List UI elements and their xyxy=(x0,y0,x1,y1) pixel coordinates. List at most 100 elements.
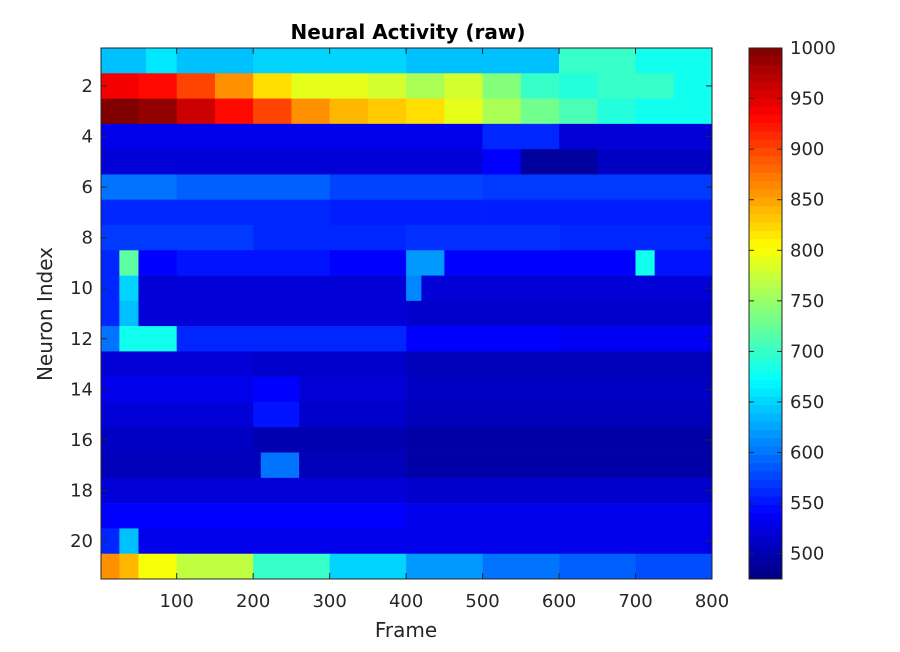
colorbar-segment xyxy=(749,537,782,547)
colorbar-tick-label: 550 xyxy=(790,493,824,514)
colorbar-segment xyxy=(749,56,782,65)
heatmap-cell xyxy=(299,402,407,428)
heatmap-cell xyxy=(299,376,407,403)
heatmap-cell xyxy=(176,553,254,580)
colorbar-tick-label: 850 xyxy=(790,190,824,211)
heatmap-cell xyxy=(635,48,713,74)
colorbar-tick-label: 900 xyxy=(790,139,824,160)
heatmap-cell xyxy=(176,326,407,352)
colorbar-segment xyxy=(749,504,782,514)
colorbar-segment xyxy=(749,379,782,389)
heatmap-cell xyxy=(406,326,560,352)
heatmap-cell xyxy=(101,48,147,74)
colorbar-segment xyxy=(749,404,782,414)
colorbar-segment xyxy=(749,106,782,115)
heatmap-cell xyxy=(101,250,120,276)
heatmap-cell xyxy=(260,452,300,479)
heatmap-cell xyxy=(635,73,675,99)
colorbar-segment xyxy=(749,354,782,364)
heatmap-cell xyxy=(138,98,178,125)
heatmap-cells xyxy=(101,48,713,580)
colorbar-segment xyxy=(749,363,782,372)
heatmap-cell xyxy=(444,98,483,125)
heatmap-cell xyxy=(406,477,713,504)
heatmap-cell xyxy=(253,225,407,251)
colorbar-segment xyxy=(749,570,782,580)
colorbar-segment xyxy=(749,288,782,298)
heatmap-cell xyxy=(482,199,713,226)
heatmap-cell xyxy=(559,98,598,125)
colorbar-segment xyxy=(749,388,782,397)
heatmap-cell xyxy=(176,250,330,276)
heatmap-cell xyxy=(101,553,120,580)
heatmap-cell xyxy=(119,275,139,302)
heatmap-cell xyxy=(559,48,636,74)
y-tick-label: 10 xyxy=(70,278,93,299)
colorbar-segment xyxy=(749,371,782,381)
colorbar-tick-label: 650 xyxy=(790,392,824,413)
heatmap-cell xyxy=(635,250,655,276)
heatmap-cell xyxy=(406,225,560,251)
heatmap-cell xyxy=(406,351,713,378)
colorbar-segment xyxy=(749,296,782,306)
colorbar-segment xyxy=(749,139,782,148)
colorbar-tick-label: 950 xyxy=(790,89,824,110)
heatmap-cell xyxy=(406,73,445,99)
colorbar-segment xyxy=(749,48,782,57)
colorbar-segment xyxy=(749,313,782,323)
y-tick-label: 12 xyxy=(70,329,93,350)
colorbar-segment xyxy=(749,529,782,538)
colorbar-tick-label: 600 xyxy=(790,443,824,464)
heatmap-cell xyxy=(482,73,522,99)
colorbar-segment xyxy=(749,172,782,182)
x-tick-label: 800 xyxy=(695,591,729,612)
colorbar-segment xyxy=(749,280,782,290)
heatmap-cell xyxy=(138,275,407,302)
heatmap-cell xyxy=(406,402,713,428)
heatmap-cell xyxy=(253,402,300,428)
colorbar-segment xyxy=(749,479,782,489)
colorbar-segment xyxy=(749,321,782,331)
heatmap-cell xyxy=(101,149,483,175)
colorbar-segment xyxy=(749,496,782,505)
heatmap-cell xyxy=(406,452,713,479)
heatmap-cell xyxy=(444,73,483,99)
heatmap-cell xyxy=(253,553,330,580)
x-tick-label: 200 xyxy=(236,591,270,612)
heatmap-cell xyxy=(482,149,522,175)
heatmap-cell xyxy=(635,174,713,201)
colorbar-segment xyxy=(749,512,782,522)
colorbar-segment xyxy=(749,263,782,273)
heatmap-cell xyxy=(406,503,713,529)
heatmap-cell xyxy=(101,528,120,555)
heatmap-cell xyxy=(597,149,713,175)
colorbar-segment xyxy=(749,520,782,530)
heatmap-cell xyxy=(214,98,254,125)
colorbar-segment xyxy=(749,454,782,464)
colorbar-segment xyxy=(749,446,782,455)
x-tick-label: 500 xyxy=(465,591,499,612)
colorbar-segment xyxy=(749,114,782,124)
x-tick-label: 400 xyxy=(389,591,423,612)
colorbar-segment xyxy=(749,197,782,207)
colorbar-segment xyxy=(749,255,782,265)
y-tick-label: 2 xyxy=(82,76,93,97)
heatmap-cell xyxy=(406,427,713,453)
heatmap-cell xyxy=(520,73,560,99)
colorbar-segment xyxy=(749,222,782,231)
heatmap-cell xyxy=(101,402,254,428)
heatmap-cell xyxy=(597,73,636,99)
heatmap-cell xyxy=(119,250,139,276)
y-tick-label: 18 xyxy=(70,481,93,502)
heatmap-cell xyxy=(406,250,445,276)
heatmap-cell xyxy=(119,300,139,327)
heatmap-cell xyxy=(367,73,407,99)
heatmap-cell xyxy=(176,98,216,125)
heatmap-cell xyxy=(329,73,369,99)
heatmap-cell xyxy=(253,98,292,125)
colorbar-segment xyxy=(749,205,782,215)
heatmap-cell xyxy=(101,123,483,150)
colorbar-segment xyxy=(749,421,782,431)
heatmap-cell xyxy=(119,326,177,352)
colorbar-segment xyxy=(749,180,782,190)
